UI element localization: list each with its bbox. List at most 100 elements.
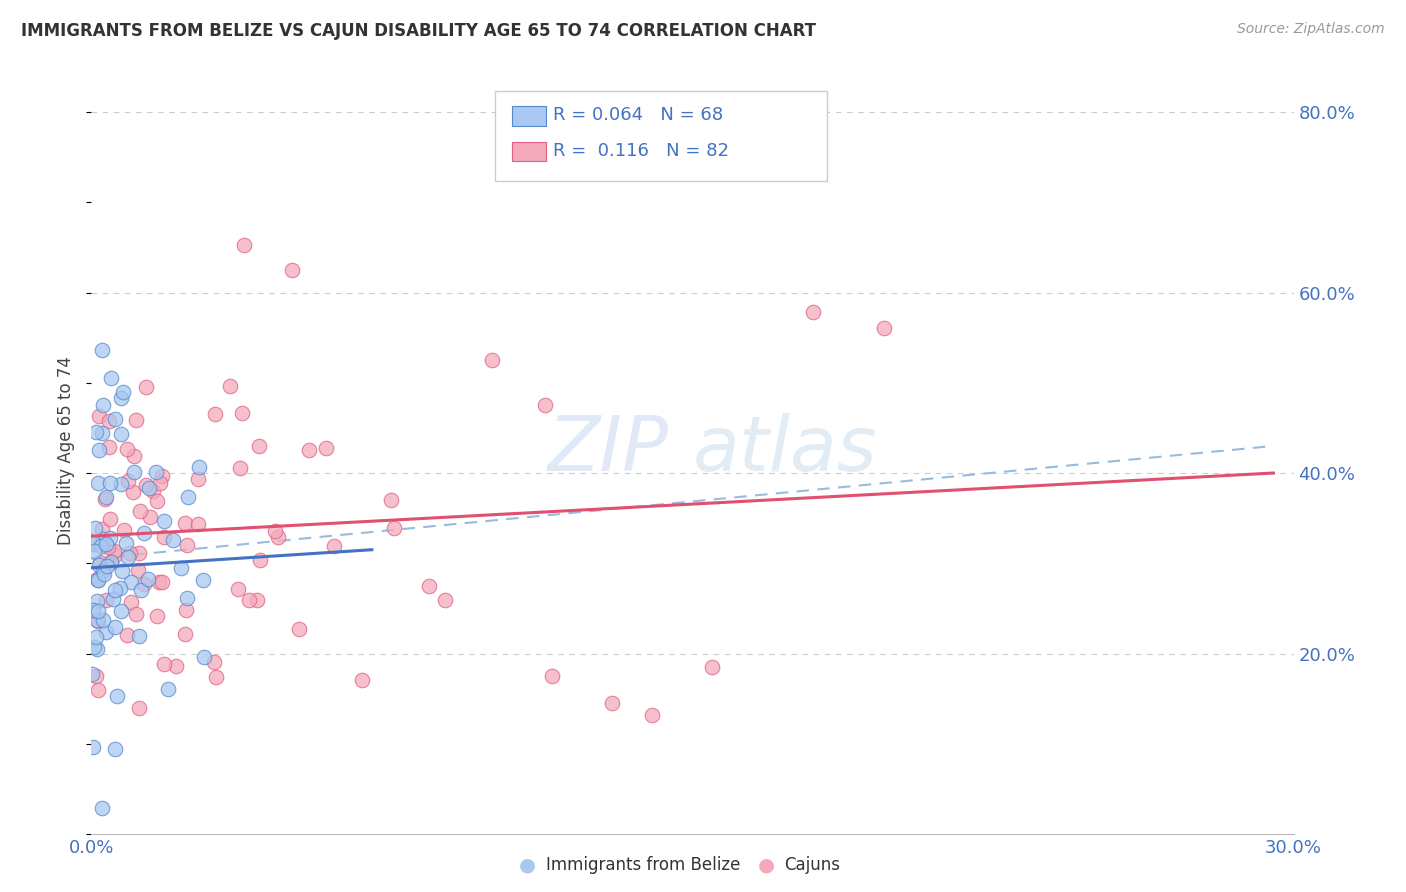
Point bbox=[104, 412, 127, 426]
Point bbox=[91, 533, 114, 547]
Point bbox=[115, 442, 138, 456]
Point bbox=[120, 595, 142, 609]
Point bbox=[204, 670, 226, 684]
Point bbox=[232, 237, 254, 252]
Point bbox=[298, 442, 321, 457]
Point bbox=[82, 537, 104, 551]
Point bbox=[90, 343, 112, 357]
Point bbox=[135, 478, 157, 492]
Point bbox=[157, 681, 180, 696]
Point bbox=[84, 425, 107, 440]
Point bbox=[83, 640, 105, 654]
Point bbox=[801, 305, 824, 319]
Point bbox=[249, 553, 271, 567]
Point bbox=[641, 707, 664, 722]
Point bbox=[90, 539, 112, 553]
Point bbox=[110, 427, 132, 442]
Point bbox=[174, 626, 197, 640]
Point bbox=[188, 460, 211, 475]
Point bbox=[120, 575, 142, 590]
Point bbox=[122, 449, 145, 463]
Point bbox=[534, 399, 557, 413]
Point bbox=[83, 543, 105, 558]
Point bbox=[82, 603, 104, 617]
Point bbox=[84, 630, 107, 644]
Point bbox=[145, 465, 167, 479]
Point bbox=[148, 575, 170, 590]
Point bbox=[150, 469, 173, 483]
Point bbox=[218, 379, 240, 393]
Point bbox=[702, 660, 724, 674]
Point bbox=[110, 476, 132, 491]
Text: R = 0.064   N = 68: R = 0.064 N = 68 bbox=[553, 106, 723, 124]
Point bbox=[136, 572, 159, 586]
Point bbox=[193, 573, 215, 587]
Point bbox=[125, 412, 148, 426]
Point bbox=[323, 540, 346, 554]
Text: ZIP: ZIP bbox=[547, 414, 668, 487]
Point bbox=[94, 537, 117, 551]
Point bbox=[204, 408, 226, 422]
Point bbox=[146, 609, 169, 624]
Point bbox=[152, 515, 174, 529]
Point bbox=[247, 439, 270, 453]
Point bbox=[115, 536, 138, 550]
Point bbox=[128, 701, 150, 715]
Point bbox=[93, 565, 115, 579]
Point bbox=[110, 604, 132, 618]
Point bbox=[187, 517, 209, 532]
Point bbox=[165, 659, 187, 673]
Point bbox=[91, 426, 114, 441]
Point bbox=[170, 561, 193, 575]
Point bbox=[132, 577, 155, 591]
Point bbox=[91, 801, 114, 815]
Point bbox=[100, 555, 122, 569]
Point bbox=[264, 524, 287, 539]
Point bbox=[122, 484, 145, 499]
Point bbox=[97, 540, 120, 554]
Point bbox=[89, 409, 111, 423]
Point bbox=[104, 548, 127, 562]
Point bbox=[231, 406, 253, 420]
Point bbox=[380, 493, 402, 508]
Point bbox=[139, 510, 162, 524]
Point bbox=[117, 550, 139, 565]
Point bbox=[118, 546, 141, 560]
Point bbox=[481, 353, 503, 368]
Point bbox=[134, 525, 156, 540]
Point bbox=[87, 573, 110, 587]
Point bbox=[91, 522, 114, 536]
Point bbox=[112, 384, 135, 399]
Point bbox=[97, 414, 120, 428]
Point bbox=[84, 669, 107, 683]
Point bbox=[288, 622, 311, 636]
Point bbox=[91, 613, 114, 627]
Point bbox=[117, 474, 139, 488]
Point bbox=[87, 443, 110, 458]
Point bbox=[82, 535, 104, 549]
Point bbox=[98, 440, 121, 454]
Point bbox=[267, 531, 290, 545]
Point bbox=[86, 613, 108, 627]
Text: IMMIGRANTS FROM BELIZE VS CAJUN DISABILITY AGE 65 TO 74 CORRELATION CHART: IMMIGRANTS FROM BELIZE VS CAJUN DISABILI… bbox=[21, 22, 815, 40]
Point bbox=[98, 531, 121, 545]
Point bbox=[238, 592, 260, 607]
Point bbox=[104, 620, 127, 634]
Point bbox=[82, 740, 104, 755]
Point bbox=[103, 543, 125, 558]
Point bbox=[87, 558, 110, 572]
Point bbox=[228, 582, 250, 597]
Text: ●: ● bbox=[758, 855, 775, 875]
Point bbox=[382, 521, 405, 535]
Point bbox=[150, 575, 173, 590]
Point bbox=[103, 741, 125, 756]
Text: ●: ● bbox=[519, 855, 536, 875]
Text: atlas: atlas bbox=[692, 414, 877, 487]
Point bbox=[352, 673, 374, 687]
Point bbox=[96, 625, 118, 640]
Point bbox=[105, 690, 128, 704]
Point bbox=[418, 579, 440, 593]
Point bbox=[96, 558, 118, 573]
Point bbox=[98, 512, 121, 526]
Point bbox=[174, 603, 197, 617]
